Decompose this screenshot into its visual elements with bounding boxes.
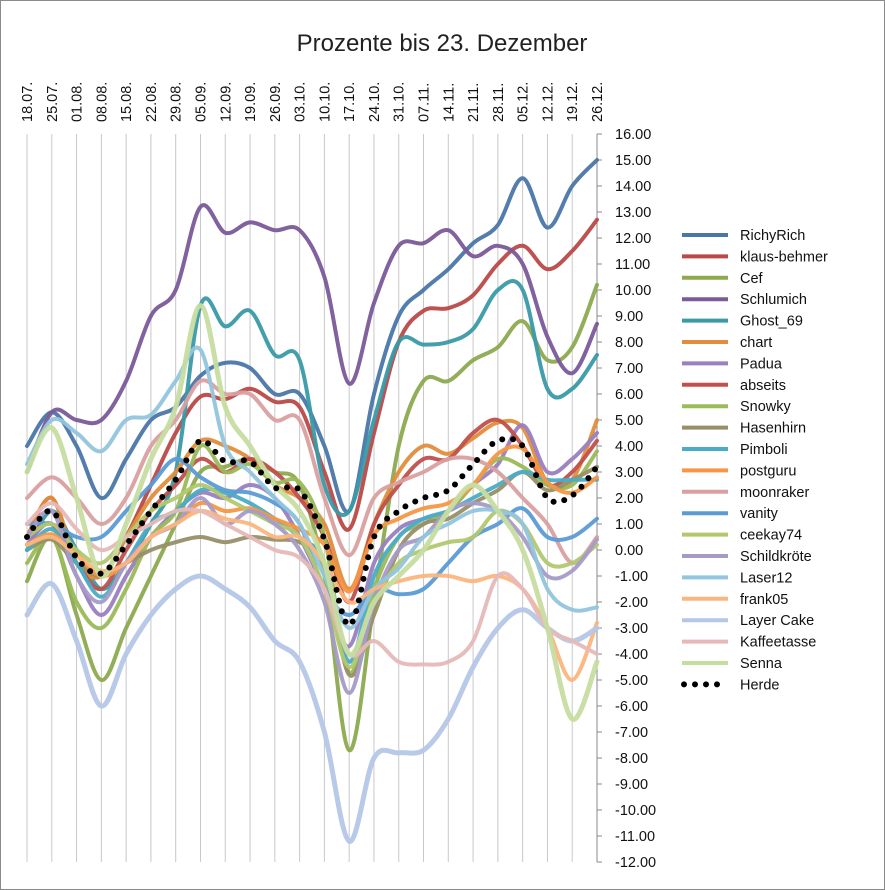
y-tick-label: -10.00	[615, 803, 656, 819]
legend-label-cef: Cef	[740, 271, 764, 287]
legend-label-snowky: Snowky	[740, 399, 792, 415]
y-tick-label: 15.00	[615, 153, 651, 169]
x-tick-label: 03.10.	[293, 82, 309, 122]
x-tick-label: 29.08.	[169, 82, 185, 122]
y-tick-label: 9.00	[615, 309, 643, 325]
legend-label-padua: Padua	[740, 356, 783, 372]
x-tick-label: 10.10.	[317, 82, 333, 122]
legend-label-herde: Herde	[740, 677, 780, 693]
x-tick-label: 19.09.	[243, 82, 259, 122]
y-tick-label: 5.00	[615, 413, 643, 429]
y-tick-label: 3.00	[615, 465, 643, 481]
legend-label-hasenhirn: Hasenhirn	[740, 421, 806, 437]
legend-label-richyrich: RichyRich	[740, 228, 805, 244]
legend-label-postguru: postguru	[740, 463, 796, 479]
y-tick-label: -5.00	[615, 673, 648, 689]
legend-label-abseits: abseits	[740, 378, 786, 394]
x-tick-label: 19.12.	[565, 82, 581, 122]
y-tick-label: -4.00	[615, 647, 648, 663]
legend-label-klaus-behmer: klaus-behmer	[740, 249, 828, 265]
legend-label-chart: chart	[740, 335, 772, 351]
axes: 18.07. 25.07. 01.08. 08.08. 15.08. 22.08. 29.0…	[20, 82, 656, 871]
legend-label-ghost-69: Ghost_69	[740, 314, 803, 330]
y-tick-label: -6.00	[615, 699, 648, 715]
legend-label-vanity: vanity	[740, 506, 779, 522]
series-line-moonraker	[25, 378, 599, 565]
y-tick-label: -9.00	[615, 777, 648, 793]
series-line-snowky	[25, 443, 599, 675]
y-tick-label: 16.00	[615, 127, 651, 143]
x-tick-label: 14.11.	[441, 83, 457, 122]
series-line-richyrich	[25, 158, 599, 514]
legend-label-layer-cake: Layer Cake	[740, 613, 814, 629]
series-line-senna	[24, 303, 600, 722]
legend-label-pimboli: Pimboli	[740, 442, 788, 458]
y-tick-label: -3.00	[615, 621, 648, 637]
y-tick-label: 7.00	[615, 361, 643, 377]
legend: RichyRich klaus-behmer Cef Schlumich Ghost_6…	[681, 228, 828, 693]
y-tick-label: 2.00	[615, 491, 643, 507]
y-tick-label: -7.00	[615, 725, 648, 741]
x-tick-label: 21.11.	[466, 83, 482, 122]
y-tick-label: -11.00	[615, 829, 655, 845]
x-tick-label: 24.10.	[367, 82, 383, 122]
x-tick-label: 01.08.	[70, 82, 86, 122]
legend-label-senna: Senna	[740, 656, 783, 672]
x-tick-label: 07.11.	[417, 83, 433, 122]
x-tick-label: 17.10.	[342, 82, 358, 122]
x-tick-label: 15.08.	[119, 82, 135, 122]
chart-title: Prozente bis 23. Dezember	[297, 30, 588, 57]
legend-label-laser12: Laser12	[740, 570, 792, 586]
series-line-abseits	[25, 417, 599, 604]
series-line-layer-cake	[24, 573, 600, 844]
x-tick-label: 12.12.	[540, 82, 556, 122]
legend-label-kaffeetasse: Kaffeetasse	[740, 635, 816, 651]
y-tick-label: 0.00	[615, 543, 643, 559]
x-tick-label: 18.07.	[20, 82, 36, 122]
x-tick-label: 08.08.	[94, 82, 110, 122]
series-lines	[24, 158, 600, 844]
y-tick-label: 6.00	[615, 387, 643, 403]
x-tick-label: 05.09.	[193, 82, 209, 122]
x-tick-label: 05.12.	[516, 82, 532, 122]
y-tick-label: 14.00	[615, 179, 651, 195]
y-tick-label: 10.00	[615, 283, 651, 299]
y-tick-label: 11.00	[615, 257, 650, 273]
legend-label-schildkr-te: Schildkröte	[740, 549, 812, 565]
x-tick-label: 12.09.	[218, 82, 234, 122]
y-tick-label: 8.00	[615, 335, 643, 351]
y-tick-label: -1.00	[615, 569, 648, 585]
y-tick-label: 12.00	[615, 231, 651, 247]
series-line-schlumich	[25, 203, 599, 474]
x-tick-label: 28.11.	[491, 83, 507, 122]
y-tick-label: -2.00	[615, 595, 648, 611]
y-tick-label: -12.00	[615, 855, 656, 871]
x-tick-label: 22.08.	[144, 82, 160, 122]
legend-label-moonraker: moonraker	[740, 485, 809, 501]
series-line-kaffeetasse	[25, 501, 599, 667]
y-tick-label: 4.00	[615, 439, 643, 455]
x-tick-label: 26.12.	[590, 82, 606, 122]
legend-label-schlumich: Schlumich	[740, 292, 807, 308]
y-tick-label: 1.00	[615, 517, 643, 533]
x-tick-label: 31.10.	[392, 82, 408, 122]
series-line-frank05	[25, 508, 599, 682]
y-tick-label: 13.00	[615, 205, 651, 221]
x-tick-label: 26.09.	[268, 82, 284, 122]
legend-label-ceekay74: ceekay74	[740, 528, 802, 544]
legend-label-frank05: frank05	[740, 592, 788, 608]
x-tick-label: 25.07.	[45, 82, 61, 122]
y-tick-label: -8.00	[615, 751, 648, 767]
